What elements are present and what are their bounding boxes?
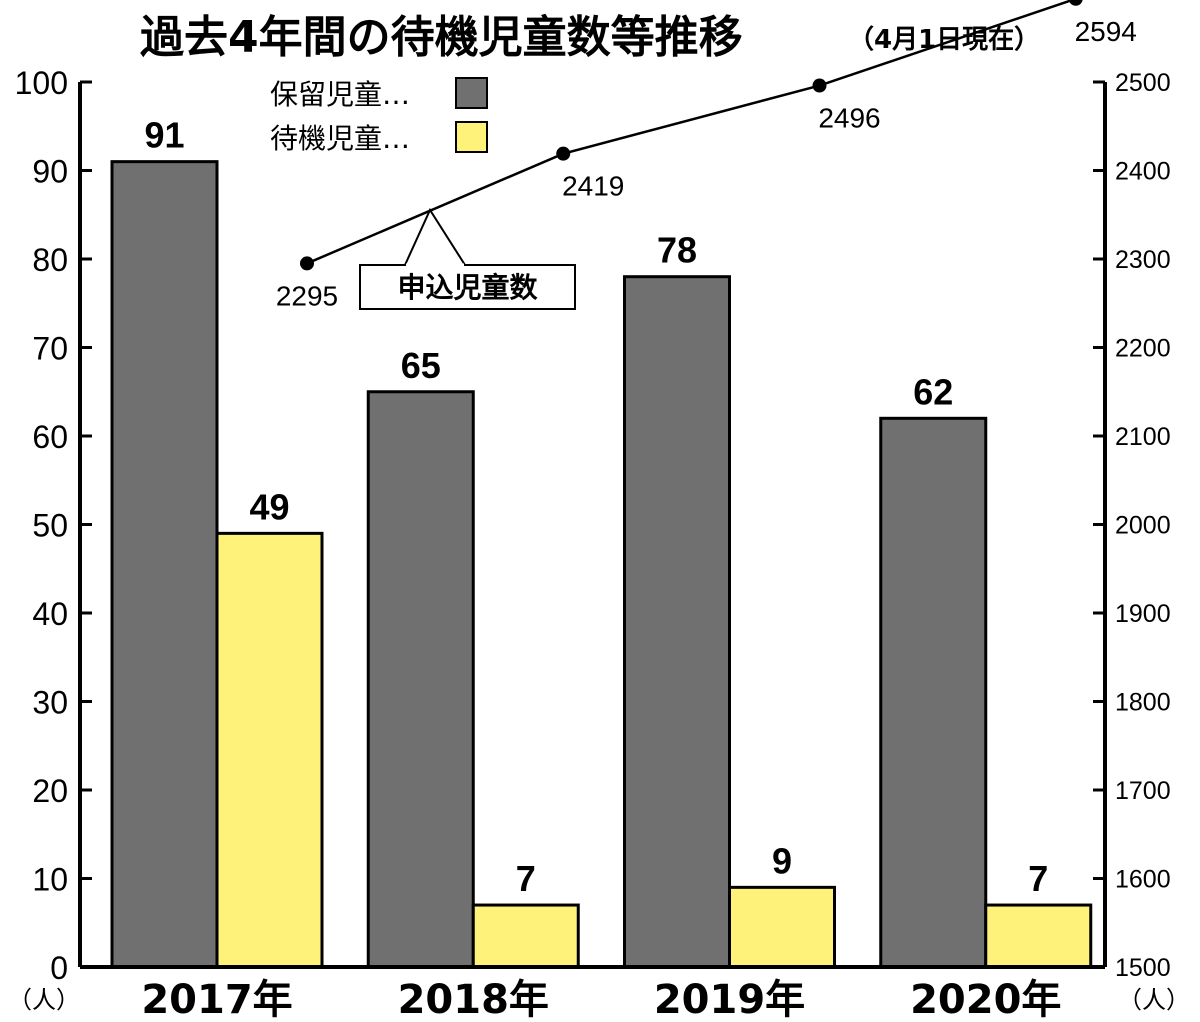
line-point bbox=[1068, 0, 1083, 6]
left-tick-label: 0 bbox=[50, 950, 68, 986]
left-tick-label: 50 bbox=[32, 508, 68, 544]
left-tick-label: 70 bbox=[32, 331, 68, 367]
right-tick-label: 1600 bbox=[1115, 866, 1171, 894]
labels-layer: 91 49 2017年 65 7 2018年 78 9 2019年 62 7 2020年 2295 241… bbox=[141, 16, 1137, 1022]
line-point bbox=[812, 78, 827, 93]
legend: 保留児童… 待機児童… bbox=[270, 77, 488, 155]
left-tick-label: 10 bbox=[32, 862, 68, 898]
right-tick-label: 1900 bbox=[1115, 600, 1171, 628]
legend-swatch bbox=[455, 77, 488, 109]
left-tick-label: 60 bbox=[32, 419, 68, 455]
bar-horyu-2019年 bbox=[623, 275, 731, 969]
bar-taiki-2020年 bbox=[984, 903, 1093, 969]
right-tick-label: 2300 bbox=[1115, 246, 1171, 274]
chart-title: 過去4年間の待機児童数等推移 bbox=[140, 12, 743, 63]
right-unit-label: （人） bbox=[1118, 986, 1190, 1014]
axes-layer: 0 10 20 30 40 50 60 70 80 90 100 1500 1600 1700 1800 19… bbox=[8, 65, 1190, 1014]
right-tick-label: 1700 bbox=[1115, 777, 1171, 805]
bar-value-label: 65 bbox=[401, 345, 441, 386]
right-tick-label: 2000 bbox=[1115, 512, 1171, 540]
x-tick-label: 2017年 bbox=[141, 977, 292, 1022]
right-tick-label: 2200 bbox=[1115, 335, 1171, 363]
x-tick-label: 2019年 bbox=[654, 977, 805, 1022]
bar-value-label: 91 bbox=[144, 115, 184, 156]
line-point bbox=[300, 256, 314, 271]
left-tick-label: 30 bbox=[32, 685, 68, 721]
left-tick-label: 90 bbox=[32, 154, 68, 190]
line-value-label: 2594 bbox=[1075, 16, 1137, 47]
bar-value-label: 9 bbox=[772, 840, 792, 881]
bar-value-label: 62 bbox=[913, 371, 953, 412]
left-tick-label: 80 bbox=[32, 242, 68, 278]
line-layer bbox=[300, 0, 1083, 271]
callout-label: 申込児童数 bbox=[397, 271, 538, 304]
callout-pointer bbox=[404, 207, 466, 266]
legend-label: 待機児童… bbox=[270, 122, 410, 155]
x-tick-label: 2020年 bbox=[910, 977, 1061, 1022]
chart-subtitle: （4月1日現在） bbox=[848, 25, 1040, 55]
callout-box bbox=[359, 264, 576, 310]
title-layer: 過去4年間の待機児童数等推移 （4月1日現在） bbox=[140, 12, 1040, 63]
bar-value-label: 78 bbox=[657, 230, 697, 271]
left-unit-label: （人） bbox=[8, 986, 80, 1014]
right-tick-label: 1500 bbox=[1115, 954, 1171, 982]
line-value-label: 2419 bbox=[562, 171, 624, 202]
bar-value-label: 7 bbox=[516, 858, 536, 899]
right-tick-label: 2100 bbox=[1115, 423, 1171, 451]
x-tick-label: 2018年 bbox=[398, 977, 549, 1022]
bar-taiki-2019年 bbox=[728, 885, 836, 969]
right-tick-label: 2500 bbox=[1115, 69, 1171, 97]
bar-taiki-2017年 bbox=[215, 531, 324, 969]
right-tick-label: 2400 bbox=[1115, 158, 1171, 186]
legend-swatch bbox=[455, 121, 488, 153]
left-tick-label: 20 bbox=[32, 773, 68, 809]
line-applicants bbox=[306, 0, 1077, 265]
bar-horyu-2018年 bbox=[366, 390, 475, 969]
bar-horyu-2020年 bbox=[879, 416, 988, 969]
bars-layer bbox=[110, 160, 1093, 969]
left-tick-label: 40 bbox=[32, 596, 68, 632]
right-tick-label: 1800 bbox=[1115, 689, 1171, 717]
bar-horyu-2017年 bbox=[110, 160, 219, 969]
line-value-label: 2295 bbox=[276, 280, 338, 311]
line-value-label: 2496 bbox=[818, 103, 880, 134]
line-point bbox=[556, 146, 571, 161]
bar-value-label: 7 bbox=[1028, 858, 1048, 899]
legend-label: 保留児童… bbox=[270, 78, 410, 111]
bar-value-label: 49 bbox=[249, 486, 289, 527]
bar-taiki-2018年 bbox=[471, 903, 580, 969]
left-tick-label: 100 bbox=[15, 65, 68, 101]
